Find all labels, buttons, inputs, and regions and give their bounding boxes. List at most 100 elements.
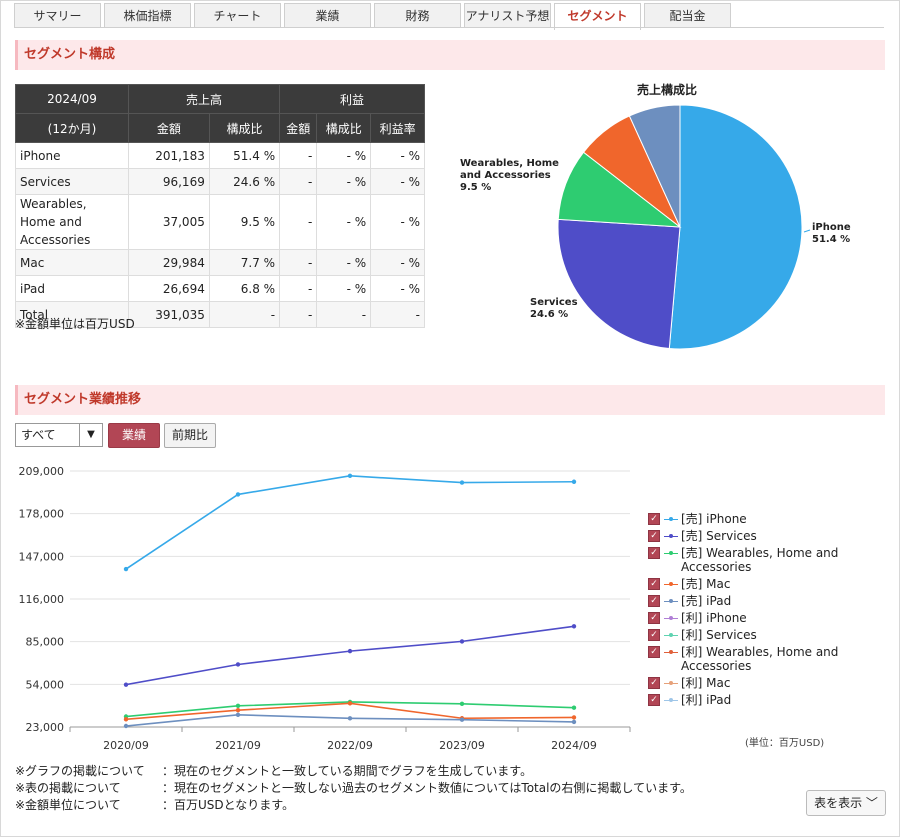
pie-title: 売上構成比 <box>637 82 697 97</box>
legend-checkbox[interactable]: ✓ <box>648 694 660 706</box>
legend-checkbox[interactable]: ✓ <box>648 629 660 641</box>
series-point <box>571 705 577 710</box>
tab-divider <box>14 27 884 28</box>
pie-label: Wearables, Home and Accessories 9.5 % <box>460 158 559 193</box>
footnotes: ※グラフの掲載について ：現在のセグメントと一致している期間でグラフを生成していま… <box>15 763 692 814</box>
sales-amount: 96,169 <box>128 168 210 195</box>
sales-ratio: 24.6 % <box>208 168 281 195</box>
legend-item[interactable]: ✓ [売] iPhone <box>648 512 878 526</box>
x-tick-label: 2022/09 <box>327 739 373 752</box>
pie-label: iPhone 51.4 % <box>812 222 851 245</box>
series-point <box>459 639 465 644</box>
series-point <box>235 708 241 713</box>
pie-slice <box>557 218 681 350</box>
results-button[interactable]: 業績 <box>108 423 160 448</box>
col-header: 構成比 <box>316 113 372 143</box>
series-point <box>123 717 129 722</box>
dropdown-arrow-icon[interactable]: ▼ <box>79 424 102 446</box>
pie-slice <box>628 104 681 228</box>
legend-item[interactable]: ✓ [売] Wearables, Home and Accessories <box>648 546 878 574</box>
x-tick-label: 2020/09 <box>103 739 149 752</box>
series-point <box>347 648 353 654</box>
sales-amount: 37,005 <box>128 194 210 250</box>
profit-amount: - <box>279 301 318 328</box>
tab-dividend[interactable]: 配当金 <box>644 3 731 27</box>
series-point <box>347 473 353 479</box>
legend-checkbox[interactable]: ✓ <box>648 677 660 689</box>
tab-results[interactable]: 業績 <box>284 3 371 27</box>
segment-select[interactable]: すべて ▼ <box>15 423 103 447</box>
series-point <box>571 719 577 725</box>
profit-group-header: 利益 <box>279 84 425 114</box>
pie-label-line: and Accessories <box>460 170 551 181</box>
table-row: iPhone 201,183 51.4 % - - % - % <box>15 142 425 169</box>
legend-item[interactable]: ✓ [売] Services <box>648 529 878 543</box>
legend-label: [売] Mac <box>681 577 731 591</box>
tab-chart[interactable]: チャート <box>194 3 281 27</box>
x-tick-label: 2023/09 <box>439 739 485 752</box>
legend-swatch-icon <box>664 645 678 659</box>
tab-valuation[interactable]: 株価指標 <box>104 3 191 27</box>
tab-bar: サマリー 株価指標 チャート 業績 財務 アナリスト予想 セグメント 配当金 <box>14 3 734 30</box>
col-header: 構成比 <box>208 113 281 143</box>
table-row: Wearables, Home and Accessories 37,005 9… <box>15 194 425 250</box>
y-tick-label: 85,000 <box>26 636 65 649</box>
legend-item[interactable]: ✓ [利] Mac <box>648 676 878 690</box>
tab-segment[interactable]: セグメント <box>554 3 641 30</box>
legend-swatch-icon <box>664 693 678 707</box>
series-point <box>459 480 465 485</box>
show-table-button[interactable]: 表を表示 ﹀ <box>806 790 886 816</box>
legend-item[interactable]: ✓ [利] Wearables, Home and Accessories <box>648 645 878 673</box>
legend-checkbox[interactable]: ✓ <box>648 547 660 559</box>
y-tick-label: 147,000 <box>19 550 65 563</box>
tab-financials[interactable]: 財務 <box>374 3 461 27</box>
legend-checkbox[interactable]: ✓ <box>648 513 660 525</box>
yoy-button[interactable]: 前期比 <box>164 423 216 448</box>
pie-label-line: 24.6 % <box>530 309 568 320</box>
legend-checkbox[interactable]: ✓ <box>648 595 660 607</box>
line-chart-svg: 23,000 54,000 85,000 116,000 147,000 178,000 2… <box>19 465 631 752</box>
col-header: 金額 <box>128 113 210 143</box>
legend-item[interactable]: ✓ [利] Services <box>648 628 878 642</box>
legend-item[interactable]: ✓ [利] iPad <box>648 693 878 707</box>
segment-table: 2024/09 売上高 利益 (12か月) 金額 構成比 金額 構成比 利益率 … <box>15 84 425 328</box>
segment-name: iPad <box>15 275 129 302</box>
legend-checkbox[interactable]: ✓ <box>648 612 660 624</box>
tab-summary[interactable]: サマリー <box>14 3 101 27</box>
segment-name: Mac <box>15 249 129 276</box>
chart-legend: ✓ [売] iPhone ✓ [売] Services ✓ [売] Wearables, … <box>648 512 878 710</box>
profit-ratio: - % <box>316 168 372 195</box>
legend-label: [売] iPad <box>681 594 732 608</box>
profit-margin: - % <box>370 194 425 250</box>
legend-item[interactable]: ✓ [利] iPhone <box>648 611 878 625</box>
series-point <box>459 717 465 722</box>
pie-label-line: 9.5 % <box>460 182 491 193</box>
legend-checkbox[interactable]: ✓ <box>648 578 660 590</box>
legend-swatch-icon <box>664 628 678 642</box>
legend-item[interactable]: ✓ [売] Mac <box>648 577 878 591</box>
pie-label-line: Services <box>530 297 578 308</box>
segment-name: iPhone <box>15 142 129 169</box>
legend-swatch-icon <box>664 546 678 560</box>
legend-label: [利] iPad <box>681 693 732 707</box>
y-tick-label: 116,000 <box>19 593 65 606</box>
series-point <box>571 479 577 484</box>
profit-ratio: - % <box>316 142 372 169</box>
x-tick-label: 2024/09 <box>551 739 597 752</box>
profit-margin: - % <box>370 168 425 195</box>
legend-label: [利] iPhone <box>681 611 747 625</box>
legend-item[interactable]: ✓ [売] iPad <box>648 594 878 608</box>
legend-swatch-icon <box>664 512 678 526</box>
series-line <box>125 625 575 686</box>
legend-checkbox[interactable]: ✓ <box>648 646 660 658</box>
pie-connector <box>803 229 811 233</box>
tab-analyst[interactable]: アナリスト予想 <box>464 3 551 27</box>
legend-checkbox[interactable]: ✓ <box>648 530 660 542</box>
pie-label-line: Wearables, Home <box>460 158 559 169</box>
series-point <box>571 715 577 720</box>
series-point <box>459 701 465 707</box>
pie-slice <box>668 104 803 350</box>
legend-label: [利] Wearables, Home and Accessories <box>681 645 839 673</box>
table-row: Services 96,169 24.6 % - - % - % <box>15 168 425 195</box>
legend-swatch-icon <box>664 529 678 543</box>
